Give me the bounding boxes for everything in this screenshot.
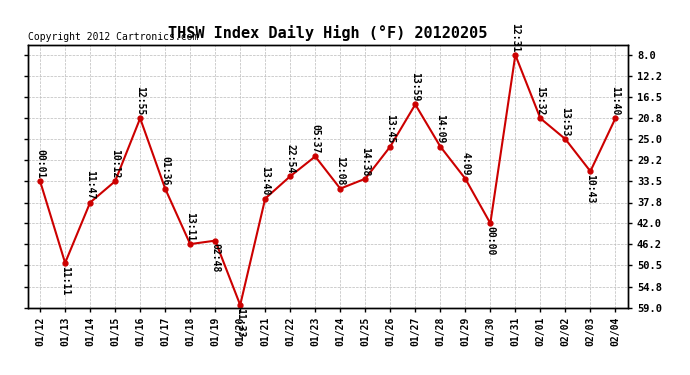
Text: 13:53: 13:53 [560,107,571,136]
Text: 4:09: 4:09 [460,153,471,176]
Text: 11:47: 11:47 [85,170,95,200]
Text: 00:01: 00:01 [35,149,45,178]
Title: THSW Index Daily High (°F) 20120205: THSW Index Daily High (°F) 20120205 [168,25,487,41]
Text: 11:11: 11:11 [60,266,70,295]
Text: 11:40: 11:40 [611,86,620,116]
Text: 11:33: 11:33 [235,308,245,337]
Text: 12:31: 12:31 [511,23,520,52]
Text: 00:00: 00:00 [485,226,495,255]
Text: 05:37: 05:37 [310,124,320,154]
Text: 10:12: 10:12 [110,149,120,178]
Text: 12:08: 12:08 [335,156,345,186]
Text: 22:54: 22:54 [285,144,295,174]
Text: 13:45: 13:45 [385,114,395,144]
Text: 13:40: 13:40 [260,166,270,196]
Text: 13:11: 13:11 [185,212,195,242]
Text: 13:59: 13:59 [411,72,420,102]
Text: 15:32: 15:32 [535,86,545,116]
Text: 14:09: 14:09 [435,114,445,144]
Text: 01:36: 01:36 [160,156,170,186]
Text: 14:38: 14:38 [360,147,371,176]
Text: 10:43: 10:43 [585,174,595,204]
Text: Copyright 2012 Cartronics.com: Copyright 2012 Cartronics.com [28,32,198,42]
Text: 12:55: 12:55 [135,86,145,116]
Text: 02:48: 02:48 [210,243,220,273]
